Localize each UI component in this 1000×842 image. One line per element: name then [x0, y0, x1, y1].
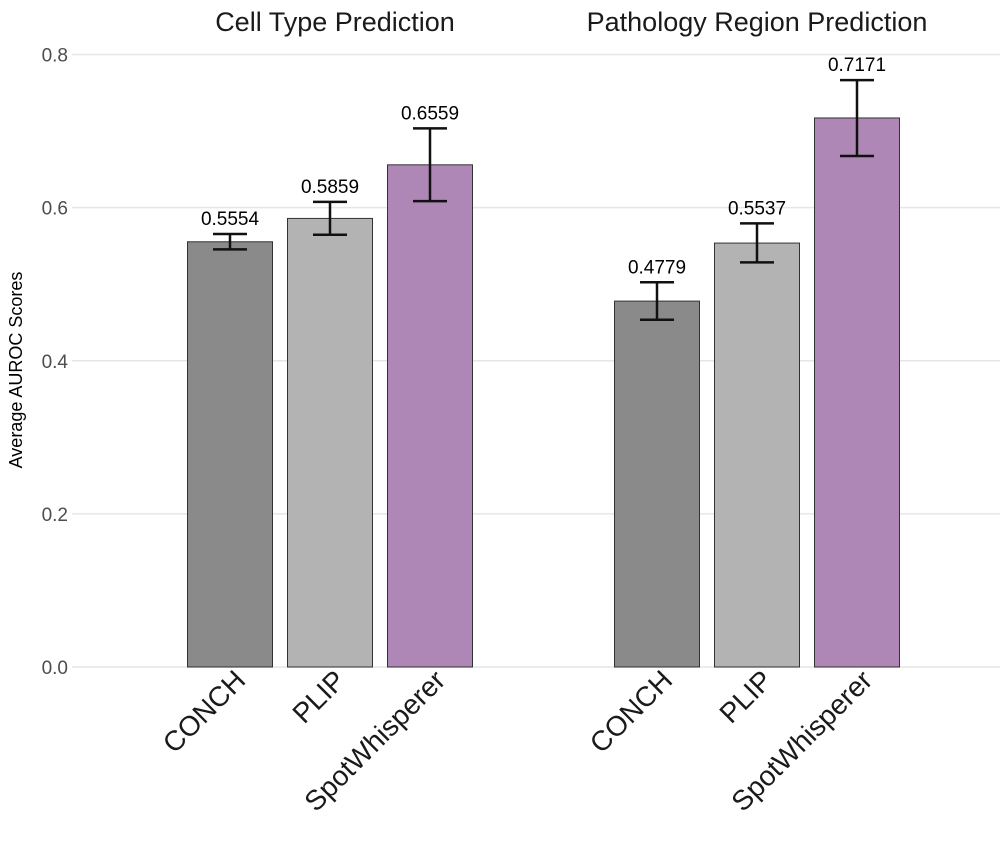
value-label: 0.5554 [201, 209, 260, 230]
y-tick-label: 0.6 [42, 199, 68, 220]
x-tick-label: PLIP [713, 664, 778, 729]
value-label: 0.6559 [401, 103, 459, 124]
bar-plip [714, 242, 800, 668]
value-label: 0.5859 [301, 177, 359, 198]
value-label: 0.7171 [828, 55, 886, 76]
x-tick-label: CONCH [584, 664, 679, 759]
y-tick-label: 0.0 [42, 658, 68, 679]
bar-conch [187, 241, 273, 668]
bar-conch [614, 300, 700, 668]
value-label: 0.5537 [728, 198, 786, 219]
error-bar [313, 200, 347, 237]
error-bar [740, 222, 774, 264]
y-axis: 0.0 0.2 0.4 0.6 0.8 [42, 46, 69, 680]
x-tick-label: PLIP [286, 664, 351, 729]
y-tick-label: 0.4 [42, 352, 69, 373]
bar-spotwhisperer [814, 117, 900, 668]
error-bar [213, 232, 247, 251]
y-tick-label: 0.2 [42, 505, 68, 526]
bar-spotwhisperer [387, 164, 473, 668]
chart-panels: Cell Type Prediction 0.5554 CONCH 0.5859 PLI… [157, 7, 928, 817]
error-bar [640, 281, 674, 322]
y-axis-label: Average AUROC Scores [6, 272, 26, 469]
chart-panel-2: Pathology Region Prediction 0.4779 CONCH 0.… [584, 7, 928, 817]
panel-title: Cell Type Prediction [215, 7, 455, 37]
chart-panel-1: Cell Type Prediction 0.5554 CONCH 0.5859 PLI… [157, 7, 473, 817]
panel-title: Pathology Region Prediction [587, 7, 928, 37]
error-bar [413, 127, 447, 203]
x-tick-label: CONCH [157, 664, 252, 759]
value-label: 0.4779 [628, 257, 686, 278]
y-tick-label: 0.8 [42, 46, 68, 67]
bar-plip [287, 217, 373, 668]
error-bar [840, 78, 874, 158]
